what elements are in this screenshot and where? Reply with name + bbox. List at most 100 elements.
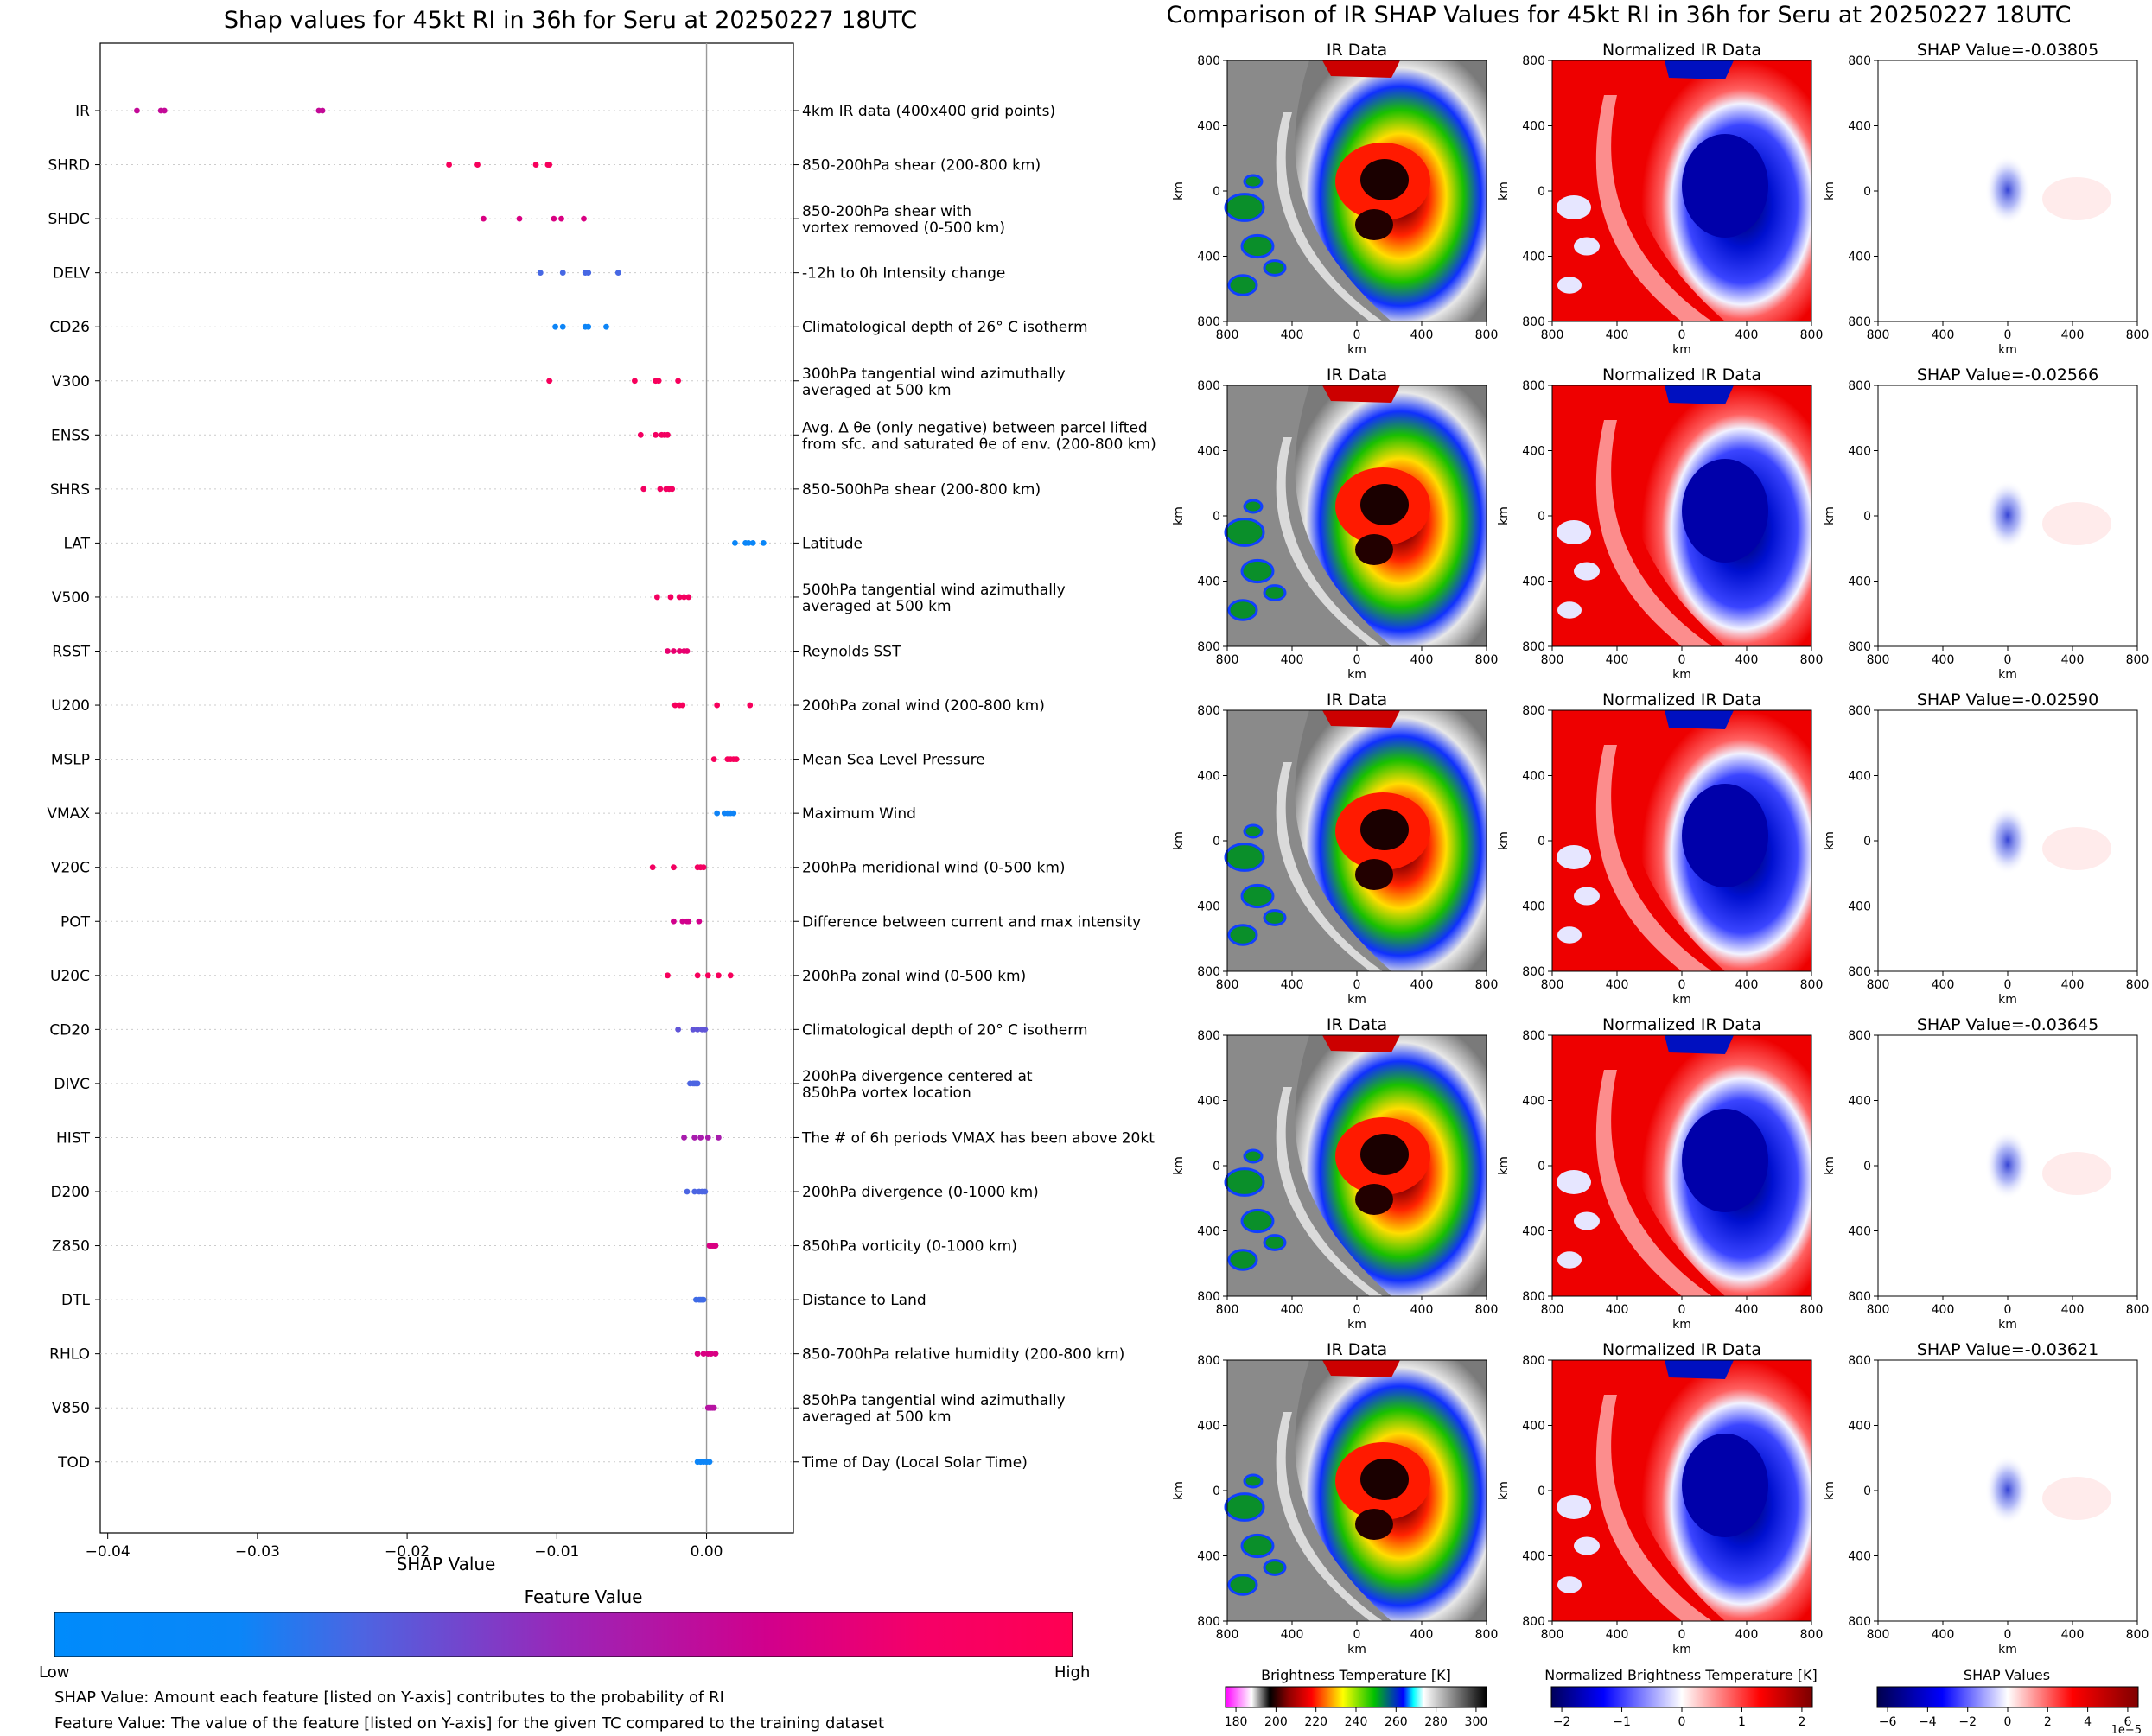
ir-cloud-cluster bbox=[1243, 823, 1264, 839]
colorbar-tick-label: 0 bbox=[2004, 1715, 2012, 1729]
ir-cloud-cluster bbox=[1243, 174, 1264, 189]
shap-point bbox=[700, 1296, 707, 1303]
ir-top-convection bbox=[1322, 710, 1400, 728]
panel-y-tick-label: 400 bbox=[1848, 1550, 1871, 1564]
shap-point bbox=[749, 540, 756, 546]
shap-point bbox=[712, 1351, 719, 1358]
panel-x-tick-label: 800 bbox=[1475, 1303, 1499, 1317]
ir-cloud-cluster bbox=[1243, 499, 1264, 514]
panel-y-tick-label: 800 bbox=[1522, 1615, 1545, 1629]
ir-cloud-cluster bbox=[1240, 558, 1275, 584]
panel-y-tick-label: 400 bbox=[1522, 575, 1545, 589]
colorbar-tick-label: 240 bbox=[1345, 1715, 1368, 1729]
panel-x-tick-label: 800 bbox=[1800, 1303, 1824, 1317]
panel-y-tick-label: 800 bbox=[1848, 1354, 1871, 1368]
panel-y-tick-label: 400 bbox=[1522, 1095, 1545, 1109]
panel-y-tick-label: 800 bbox=[1522, 704, 1545, 718]
shap-point bbox=[655, 378, 662, 385]
ir-colorbar-group: Brightness Temperature [K] 180 200 220 240 2… bbox=[1225, 1667, 1488, 1729]
panel-y-tick-label: 400 bbox=[1522, 1225, 1545, 1239]
norm-core bbox=[1682, 459, 1768, 563]
panel-x-tick-label: 400 bbox=[2061, 978, 2085, 992]
colorbar-high-label: High bbox=[1054, 1663, 1090, 1682]
feature-description: Time of Day (Local Solar Time) bbox=[801, 1454, 1028, 1472]
panel-y-tick-label: 0 bbox=[1863, 1160, 1871, 1173]
ir-cloud-cluster bbox=[1227, 924, 1258, 946]
ir-core-dark-2 bbox=[1355, 209, 1393, 240]
feature-description: Climatological depth of 20° C isotherm bbox=[802, 1021, 1088, 1039]
panel-y-label: km bbox=[1497, 831, 1511, 850]
panel-y-tick-label: 400 bbox=[1197, 900, 1220, 914]
panel-title: IR Data bbox=[1327, 690, 1387, 709]
panel-y-tick-label: 400 bbox=[1197, 1420, 1220, 1434]
feature-label: CD20 bbox=[49, 1021, 90, 1039]
panel-x-tick-label: 800 bbox=[1541, 978, 1564, 992]
ir-cloud-cluster bbox=[1240, 233, 1275, 259]
shap-point bbox=[161, 107, 168, 114]
panel-x-tick-label: 400 bbox=[1281, 1628, 1304, 1642]
ir-top-convection bbox=[1322, 1360, 1400, 1377]
panel-y-tick-label: 400 bbox=[1848, 1225, 1871, 1239]
shap-point bbox=[679, 918, 686, 925]
panel-y-tick-label: 400 bbox=[1197, 1225, 1220, 1239]
x-tick-label: −0.03 bbox=[235, 1543, 280, 1561]
panel-x-tick-label: 0 bbox=[1678, 653, 1686, 667]
ir-top-convection bbox=[1322, 385, 1400, 403]
plot-area-frame bbox=[99, 42, 794, 1534]
panel-x-tick-label: 400 bbox=[1606, 328, 1629, 342]
shap-point bbox=[710, 756, 717, 762]
panel-y-tick-label: 800 bbox=[1522, 640, 1545, 654]
shap-point bbox=[672, 702, 678, 709]
feature-description: 850-700hPa relative humidity (200-800 km… bbox=[802, 1346, 1124, 1364]
panel-x-tick-label: 800 bbox=[1216, 978, 1239, 992]
panel-x-tick-label: 800 bbox=[2126, 978, 2149, 992]
feature-description: 850hPa vorticity (0-1000 km) bbox=[802, 1238, 1017, 1256]
x-tick-label: −0.01 bbox=[534, 1543, 579, 1561]
panel-y-tick-label: 800 bbox=[1197, 704, 1220, 718]
panel-x-tick-label: 400 bbox=[1410, 653, 1434, 667]
shap-point bbox=[665, 431, 671, 438]
ir-core-dark bbox=[1360, 484, 1409, 525]
x-axis-ticks: −0.04 −0.03 −0.02 −0.01 0.00 bbox=[86, 1533, 723, 1561]
panel-x-tick-label: 400 bbox=[2061, 653, 2085, 667]
shap-point bbox=[675, 378, 682, 385]
colorbar-tick-label: 2 bbox=[2044, 1715, 2052, 1729]
ir-core-dark bbox=[1360, 1134, 1409, 1175]
feature-description: Climatological depth of 26° C isotherm bbox=[802, 319, 1088, 336]
shap-point bbox=[481, 215, 487, 222]
shap-negative-region bbox=[1985, 1130, 2030, 1199]
feature-description: Distance to Land bbox=[802, 1292, 926, 1309]
feature-description: Maximum Wind bbox=[802, 805, 916, 823]
norm-cloud-cluster bbox=[1557, 1495, 1591, 1519]
shap-point bbox=[552, 323, 558, 330]
x-tick-label: −0.02 bbox=[385, 1543, 430, 1561]
feature-label: D200 bbox=[50, 1184, 90, 1201]
colorbar-tick-label: 2 bbox=[1798, 1715, 1805, 1729]
panel-x-tick-label: 400 bbox=[1410, 328, 1434, 342]
feature-description: 200hPa divergence centered at bbox=[802, 1068, 1033, 1085]
panel-x-label: km bbox=[1347, 1643, 1366, 1657]
panel-x-tick-label: 0 bbox=[1678, 978, 1686, 992]
ir-comparison-figure: Comparison of IR SHAP Values for 45kt RI… bbox=[1166, 2, 2149, 1736]
feature-value-colorbar bbox=[54, 1612, 1073, 1657]
shap-point bbox=[631, 378, 638, 385]
panel-x-tick-label: 400 bbox=[1410, 978, 1434, 992]
shap-point bbox=[614, 270, 621, 277]
shap-point bbox=[694, 1080, 701, 1087]
panel-y-tick-label: 0 bbox=[1213, 1160, 1220, 1173]
ir-core-dark-2 bbox=[1355, 534, 1393, 565]
shap-point bbox=[551, 215, 557, 222]
panel-x-tick-label: 800 bbox=[1800, 1628, 1824, 1642]
shap-panel: SHAP Value=-0.03805800800400400004004008… bbox=[1823, 41, 2149, 357]
norm-cloud-cluster bbox=[1557, 601, 1582, 619]
panel-y-tick-label: 400 bbox=[1522, 445, 1545, 459]
colorbar-tick-label: 300 bbox=[1465, 1715, 1488, 1729]
feature-description: Difference between current and max inten… bbox=[802, 913, 1141, 931]
panel-x-tick-label: 400 bbox=[1932, 328, 1955, 342]
ir-cloud-cluster bbox=[1227, 599, 1258, 621]
panel-row: IR Data80080040040000400400800800kmkmNor… bbox=[1172, 366, 2149, 682]
panel-y-tick-label: 400 bbox=[1522, 900, 1545, 914]
shap-point bbox=[653, 594, 660, 601]
shap-point bbox=[665, 972, 671, 979]
